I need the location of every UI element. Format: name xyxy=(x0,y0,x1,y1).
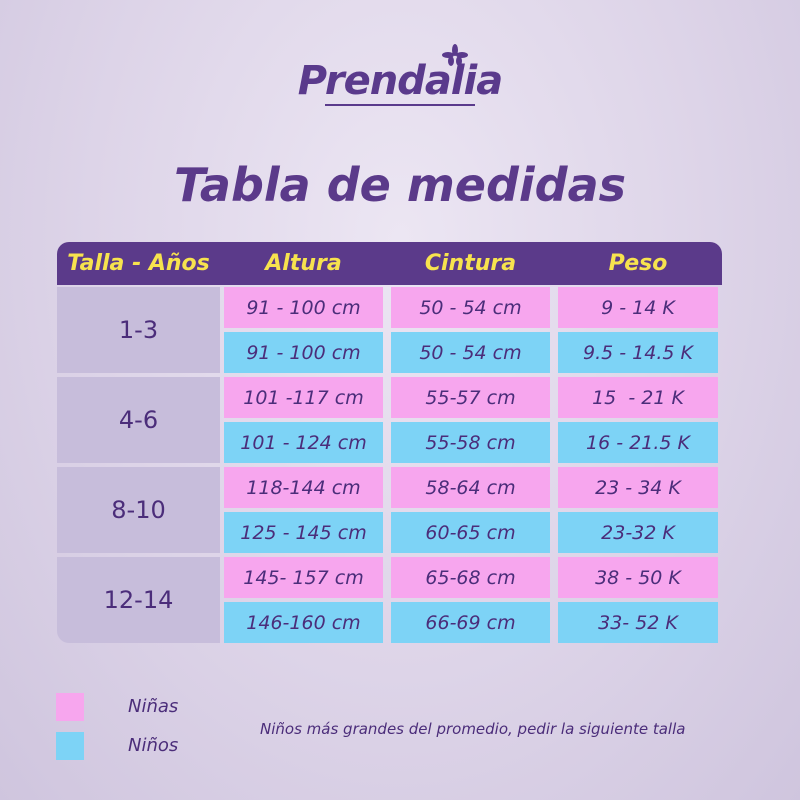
brand: Prendalia xyxy=(297,58,503,104)
table-cell: 15 - 21 K xyxy=(558,377,718,418)
table-cell: 50 - 54 cm xyxy=(391,287,550,328)
table-cell: 9.5 - 14.5 K xyxy=(558,332,718,373)
table-cell: 23-32 K xyxy=(558,512,718,553)
table-cell: 101 - 124 cm xyxy=(224,422,383,463)
flower-icon xyxy=(442,44,468,66)
size-cell: 4-6 xyxy=(57,377,220,463)
legend-label: Niños xyxy=(128,735,179,756)
note: Niños más grandes del promedio, pedir la… xyxy=(260,720,686,738)
header-cell: Altura xyxy=(220,242,387,285)
table-cell: 118-144 cm xyxy=(224,467,383,508)
legend-swatch xyxy=(56,732,84,760)
size-cell: 1-3 xyxy=(57,287,220,373)
table-cell: 9 - 14 K xyxy=(558,287,718,328)
table-cell: 101 -117 cm xyxy=(224,377,383,418)
table-cell: 60-65 cm xyxy=(391,512,550,553)
table-cell: 55-57 cm xyxy=(391,377,550,418)
table-cell: 66-69 cm xyxy=(391,602,550,643)
legend-label: Niñas xyxy=(128,696,179,717)
legend-swatch xyxy=(56,693,84,721)
header-cell: Peso xyxy=(554,242,722,285)
table-cell: 38 - 50 K xyxy=(558,557,718,598)
table-cell: 33- 52 K xyxy=(558,602,718,643)
table-cell: 58-64 cm xyxy=(391,467,550,508)
table-cell: 91 - 100 cm xyxy=(224,332,383,373)
title: Tabla de medidas xyxy=(173,158,627,212)
table-cell: 91 - 100 cm xyxy=(224,287,383,328)
table-cell: 146-160 cm xyxy=(224,602,383,643)
table-cell: 125 - 145 cm xyxy=(224,512,383,553)
table-cell: 145- 157 cm xyxy=(224,557,383,598)
table-cell: 55-58 cm xyxy=(391,422,550,463)
table-cell: 50 - 54 cm xyxy=(391,332,550,373)
header-cell: Talla - Años xyxy=(57,242,220,285)
table-cell: 65-68 cm xyxy=(391,557,550,598)
size-cell: 12-14 xyxy=(57,557,220,643)
table-cell: 23 - 34 K xyxy=(558,467,718,508)
size-cell: 8-10 xyxy=(57,467,220,553)
table-cell: 16 - 21.5 K xyxy=(558,422,718,463)
header-cell: Cintura xyxy=(387,242,554,285)
brand-underline xyxy=(325,104,475,106)
